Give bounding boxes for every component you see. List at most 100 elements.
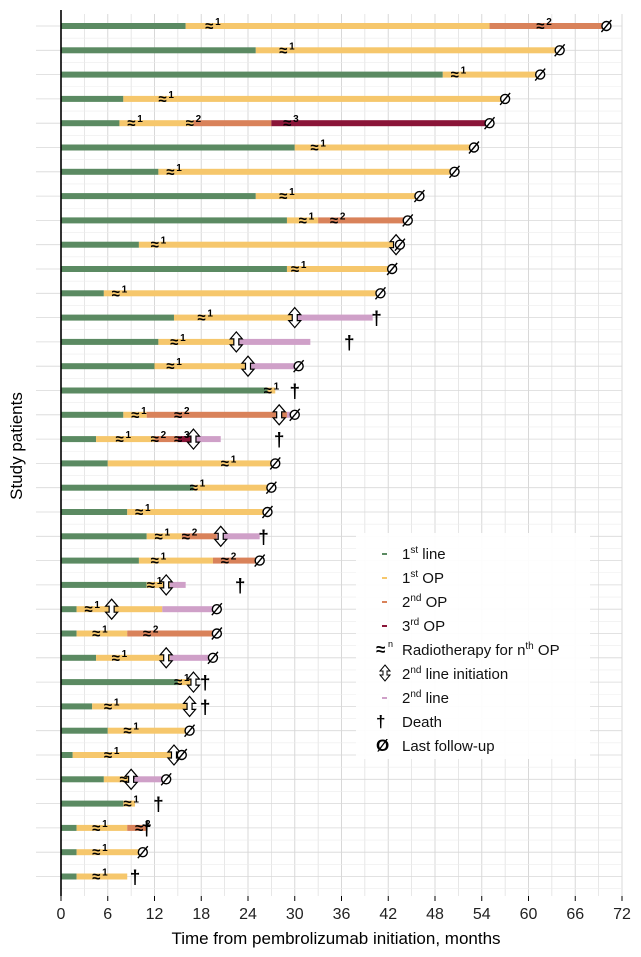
bar-segment-first-line	[61, 144, 295, 151]
radiotherapy-number: 1	[461, 66, 467, 77]
radiotherapy-number: 1	[94, 600, 100, 611]
x-tick-label: 60	[520, 906, 538, 923]
second-line-initiation-marker	[158, 573, 174, 596]
legend-label-second-line-initiation: 2nd line initiation	[402, 665, 508, 683]
radiotherapy-marker: ≈	[310, 140, 318, 157]
radiotherapy-marker: ≈	[155, 528, 163, 545]
death-marker: †	[344, 333, 355, 354]
bar-segment-first-line	[61, 23, 186, 29]
radiotherapy-number: 1	[102, 625, 108, 636]
radiotherapy-number: 1	[176, 357, 182, 368]
bar-segment-first-op	[123, 95, 506, 102]
bar-segment-first-op	[146, 581, 171, 588]
last-follow-up-slash	[600, 19, 612, 33]
bar-segment-first-op	[154, 363, 248, 370]
bar-segment-first-line	[61, 436, 97, 443]
radiotherapy-marker: ≈	[116, 431, 124, 448]
bar-segment-first-op	[96, 436, 155, 443]
bar-segment-second-line	[236, 338, 311, 345]
last-follow-up-slash	[484, 116, 496, 130]
bar-segment-first-op	[177, 679, 194, 686]
bar-segment-first-op	[123, 411, 147, 418]
radiotherapy-marker: ≈	[221, 553, 229, 570]
radiotherapy-number: 1	[309, 211, 315, 222]
radiotherapy-marker: ≈	[283, 115, 291, 132]
bar-segment-first-line	[61, 338, 159, 345]
bar-segment-first-op	[146, 533, 182, 540]
x-axis-title: Time from pembrolizumab initiation, mont…	[171, 929, 500, 948]
radiotherapy-number: 3	[184, 430, 190, 441]
bar-segment-first-line	[61, 824, 77, 831]
bar-segment-first-op	[72, 752, 174, 758]
bar-segment-first-op	[103, 776, 132, 783]
bar-segment-first-op	[193, 484, 272, 491]
bar-segment-first-op	[267, 387, 276, 394]
legend-icon-radiotherapy: ≈	[376, 640, 385, 659]
bar-segment-first-op	[158, 338, 237, 345]
bar-segment-first-line	[61, 509, 128, 515]
bar-segment-first-line	[61, 606, 77, 613]
last-follow-up-slash	[207, 651, 219, 665]
radiotherapy-number: 2	[196, 114, 202, 125]
bar-segment-first-op	[107, 727, 190, 734]
x-tick-label: 6	[103, 906, 112, 923]
bar-segment-first-op	[92, 703, 190, 710]
radiotherapy-number: 2	[231, 552, 237, 563]
radiotherapy-marker: ≈	[92, 869, 100, 886]
radiotherapy-marker: ≈	[536, 18, 544, 35]
bar-segment-first-line	[61, 193, 256, 200]
x-tick-label: 36	[333, 906, 351, 923]
legend-icon-second-line-initiation	[378, 664, 392, 682]
y-axis-title: Study patients	[7, 392, 26, 500]
radiotherapy-number: 1	[161, 552, 167, 563]
x-tick-label: 42	[379, 906, 397, 923]
radiotherapy-number: 2	[546, 17, 552, 28]
radiotherapy-number: 2	[184, 406, 190, 417]
radiotherapy-number: 1	[165, 527, 171, 538]
radiotherapy-marker: ≈	[123, 723, 131, 740]
bar-segment-second-line	[248, 363, 299, 370]
bar-segment-second-op	[181, 533, 217, 540]
bar-segment-first-op	[286, 266, 393, 272]
bar-segment-first-line	[61, 727, 108, 734]
bar-segment-first-op	[138, 241, 400, 248]
bar-segment-third-op	[271, 120, 490, 127]
radiotherapy-number: 1	[184, 673, 190, 684]
radiotherapy-number: 1	[289, 41, 295, 52]
radiotherapy-number: 1	[168, 90, 174, 101]
bar-segment-first-op	[76, 606, 163, 613]
bar-segment-second-line	[170, 654, 213, 661]
radiotherapy-number: 1	[137, 114, 143, 125]
bar-segment-first-line	[61, 217, 287, 224]
bar-segment-first-line	[61, 241, 139, 248]
radiotherapy-marker: ≈	[135, 504, 143, 521]
legend-label-first-line: 1st line	[402, 545, 446, 563]
radiotherapy-number: 1	[215, 17, 221, 28]
bar-segment-first-op	[138, 557, 213, 564]
radiotherapy-number: 1	[145, 503, 151, 514]
bar-segment-first-line	[61, 314, 174, 321]
radiotherapy-number: 1	[133, 722, 139, 733]
bar-segment-second-line	[170, 581, 186, 588]
radiotherapy-number: 1	[102, 843, 108, 854]
radiotherapy-marker: ≈	[131, 407, 139, 424]
radiotherapy-number: 1	[231, 454, 237, 465]
radiotherapy-marker: ≈	[174, 407, 182, 424]
radiotherapy-marker: ≈	[279, 42, 287, 59]
legend-label-third-op: 3rd OP	[402, 617, 445, 635]
bar-segment-first-op	[255, 47, 560, 54]
radiotherapy-number: 1	[114, 746, 120, 757]
death-marker: †	[130, 868, 141, 889]
bar-segment-first-line	[61, 411, 124, 418]
radiotherapy-marker: ≈	[127, 115, 135, 132]
last-follow-up-slash	[402, 213, 414, 227]
radiotherapy-marker: ≈	[205, 18, 213, 35]
legend-label-second-line: 2nd line	[402, 689, 449, 707]
bar-segment-first-line	[61, 290, 104, 297]
last-follow-up-slash	[176, 748, 188, 762]
x-tick-label: 24	[239, 906, 257, 923]
bar-segment-first-op	[286, 217, 319, 224]
second-line-initiation-marker	[213, 525, 229, 548]
bar-segment-first-op	[119, 120, 194, 127]
